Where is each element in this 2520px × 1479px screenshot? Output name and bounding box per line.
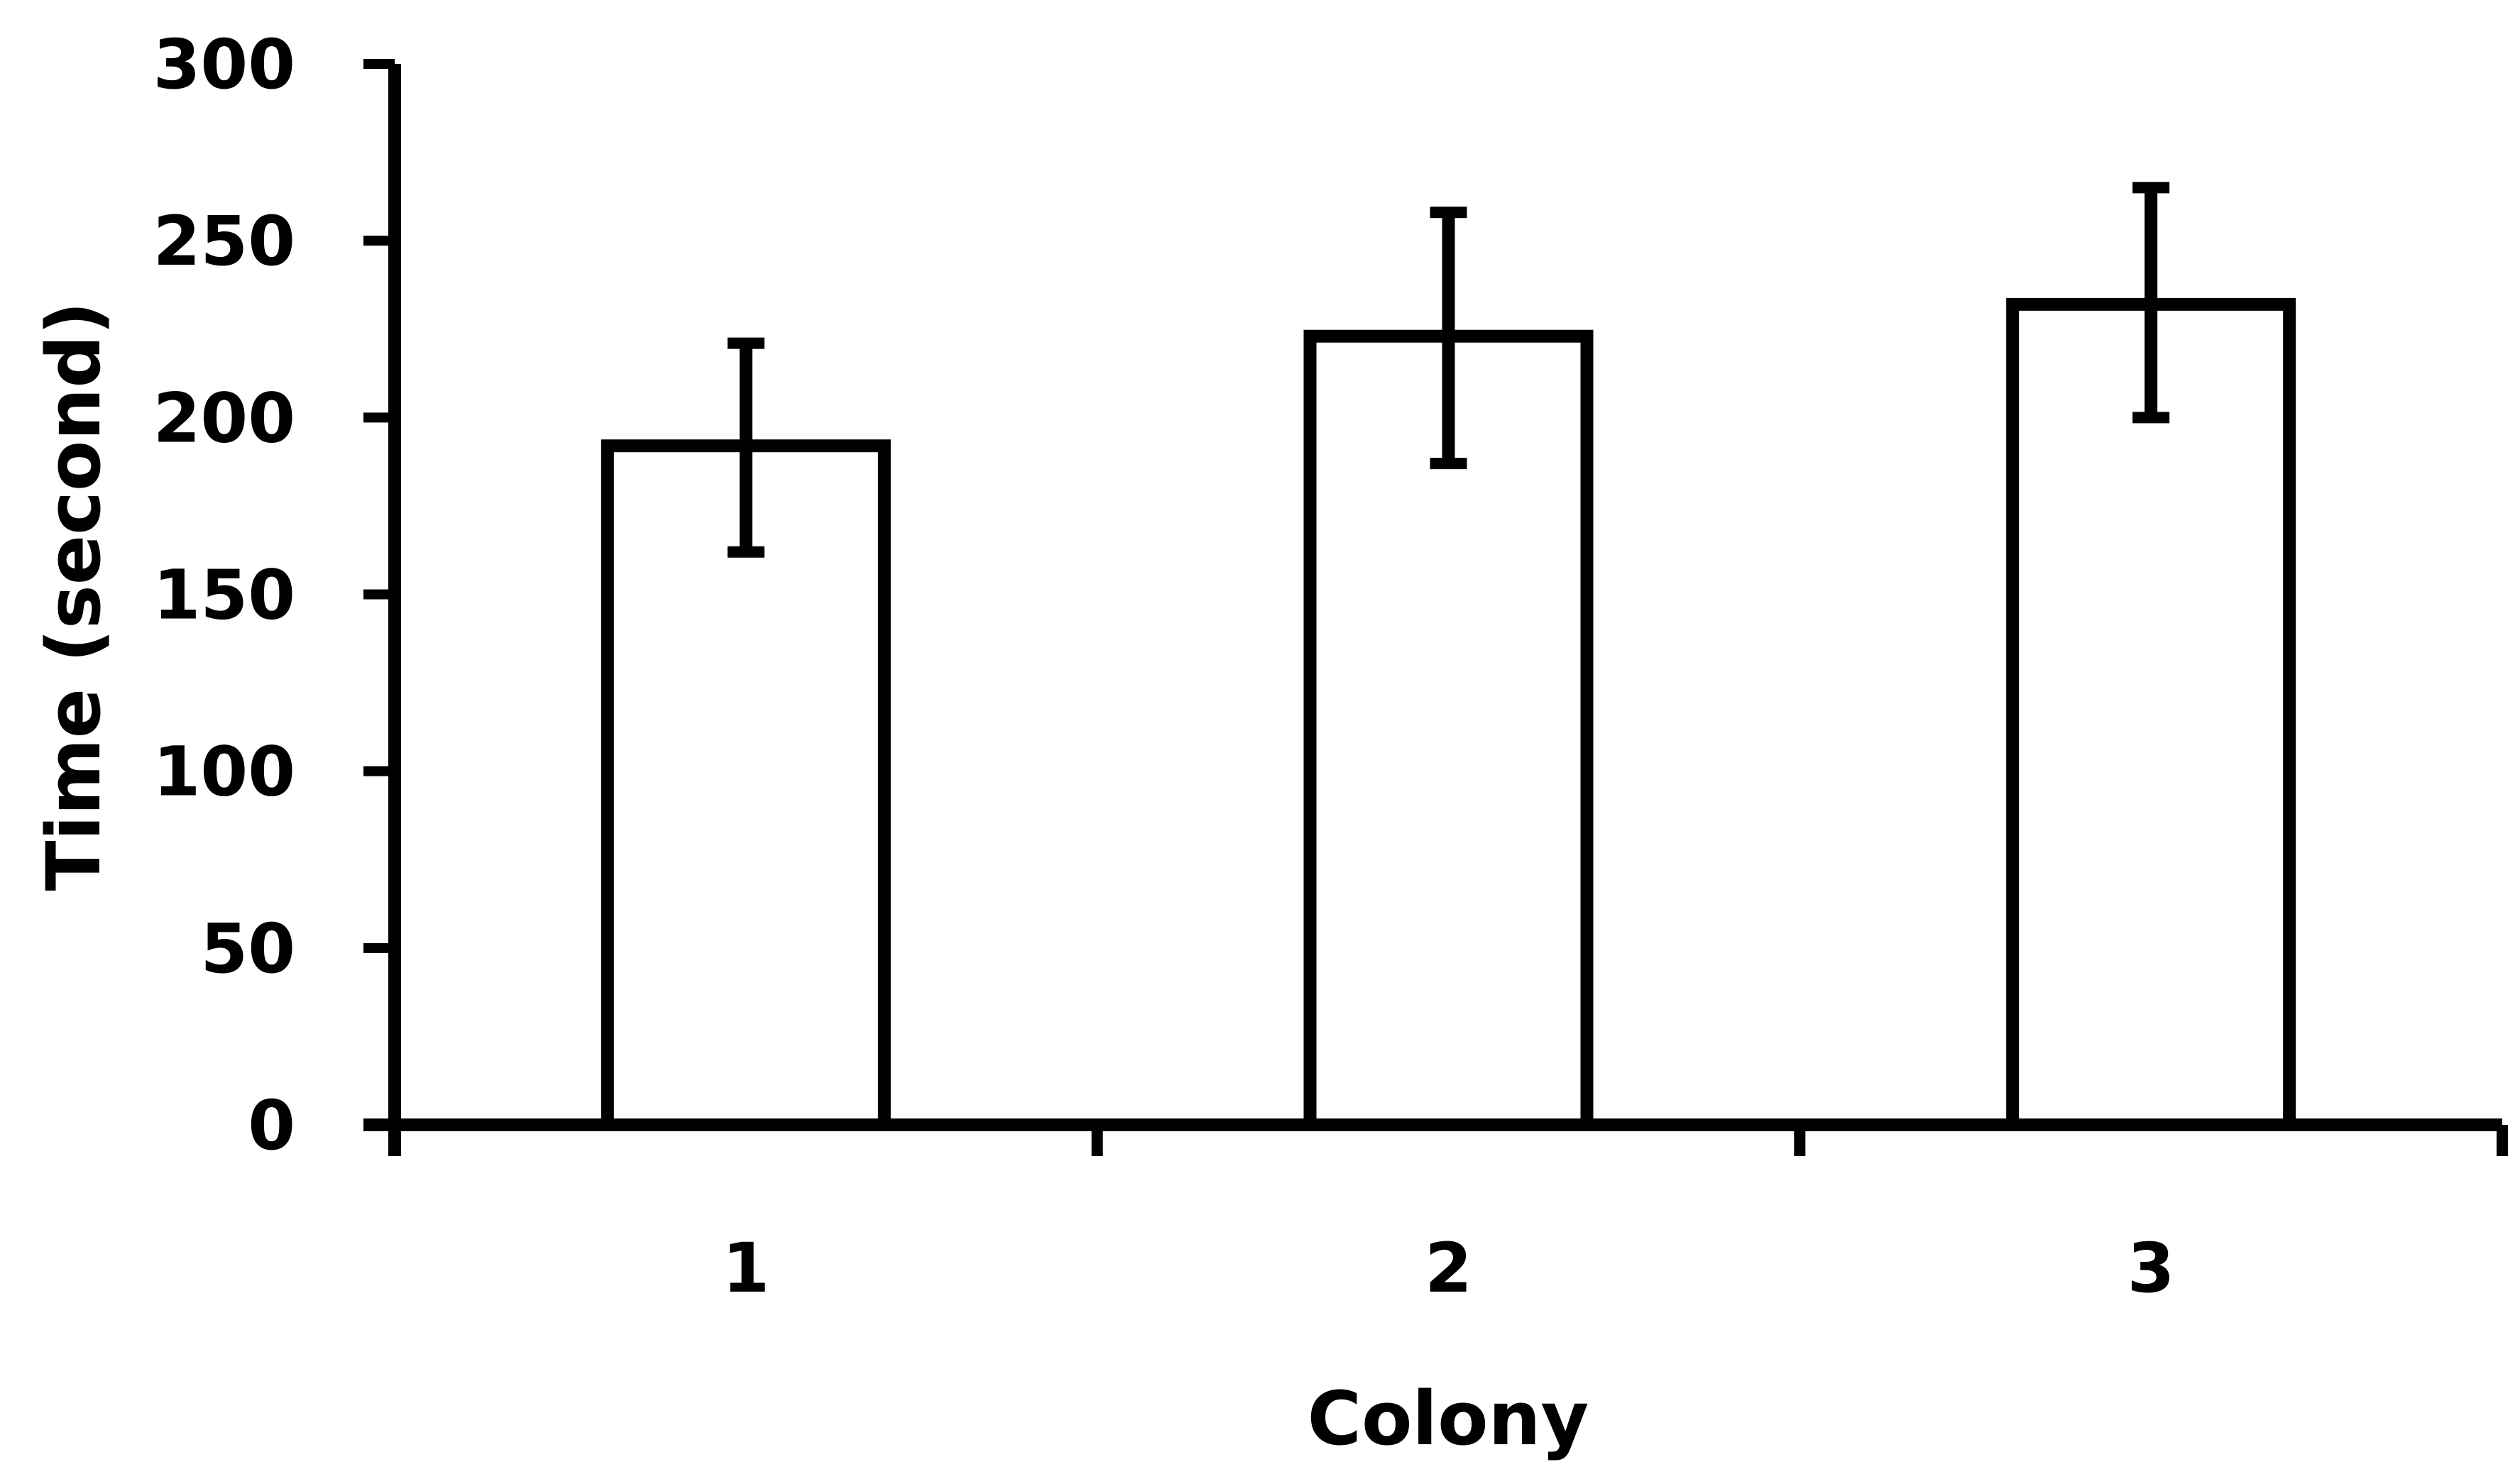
x-axis-title: Colony	[1308, 1375, 1589, 1462]
x-tick-label: 3	[2127, 1228, 2175, 1308]
x-tick-label: 2	[1425, 1228, 1472, 1308]
y-tick-label: 250	[153, 202, 295, 281]
bar	[601, 439, 891, 1131]
y-tick-label: 0	[248, 1086, 295, 1165]
y-tick-label: 100	[153, 732, 295, 812]
y-tick-label: 300	[153, 25, 295, 104]
y-axis-title: Time (second)	[31, 302, 117, 891]
y-tick-label: 150	[153, 556, 295, 635]
plot-area: 0 50 100 150 200 250 300 1 2 3	[153, 25, 2508, 1308]
y-tick-label: 50	[200, 909, 295, 989]
bar	[2006, 297, 2296, 1131]
x-tick-label: 1	[722, 1228, 769, 1308]
y-tick-label: 200	[153, 378, 295, 458]
